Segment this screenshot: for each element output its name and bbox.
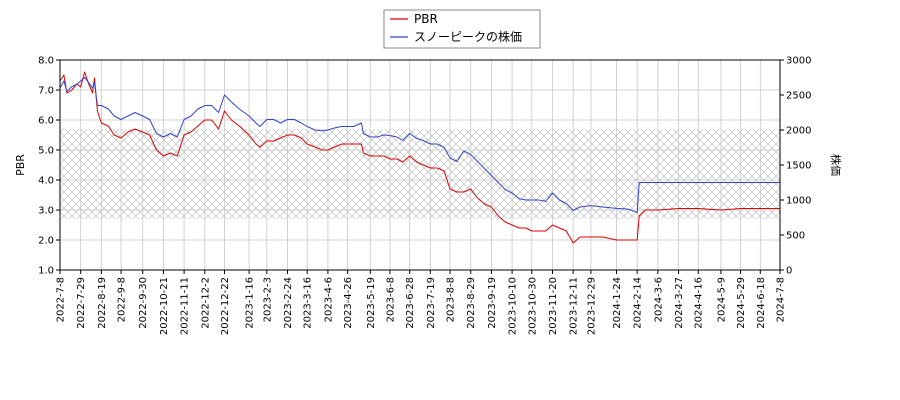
x-tick-label: 2023-7-19: [426, 277, 437, 329]
x-tick-label: 2023-4-26: [343, 277, 354, 329]
x-tick-label: 2023-4-6: [323, 277, 334, 322]
x-tick-label: 2024-7-8: [776, 277, 787, 322]
series-lines: [60, 71, 780, 244]
x-tick-label: 2023-12-11: [569, 277, 580, 335]
x-tick-label: 2024-5-9: [716, 277, 727, 322]
x-tick-label: 2024-2-14: [633, 277, 644, 329]
x-tick-label: 2024-5-29: [736, 277, 747, 329]
x-tick-label: 2022-8-19: [97, 277, 108, 329]
left-tick-label: 5.0: [38, 146, 54, 157]
left-axis: 1.0 2.0 3.0 4.0 5.0 6.0 7.0 8.0: [38, 56, 60, 277]
right-axis-label: 株価: [829, 154, 843, 176]
x-tick-label: 2023-5-19: [366, 277, 377, 329]
x-tick-label: 2024-4-16: [694, 277, 705, 329]
x-tick-label: 2023-8-29: [466, 277, 477, 329]
x-tick-label: 2022-9-30: [138, 277, 149, 329]
x-tick-label: 2024-3-27: [674, 277, 685, 329]
x-tick-label: 2022-7-8: [56, 277, 67, 322]
x-tick-label: 2023-10-30: [527, 277, 538, 335]
x-tick-label: 2023-6-8: [385, 277, 396, 322]
left-tick-label: 7.0: [38, 86, 54, 97]
left-tick-label: 8.0: [38, 56, 54, 67]
legend: PBR スノーピークの株価: [383, 9, 541, 49]
left-tick-label: 1.0: [38, 266, 54, 277]
x-tick-label: 2023-6-28: [405, 277, 416, 329]
x-tick-label: 2022-9-8: [117, 277, 128, 322]
left-tick-label: 2.0: [38, 236, 54, 247]
right-axis: 0 500 1000 1500 2000 2500 3000: [780, 56, 811, 277]
x-tick-label: 2023-10-10: [508, 277, 519, 335]
right-tick-label: 1500: [786, 161, 811, 172]
x-tick-label: 2022-7-29: [76, 277, 87, 329]
pbr-line: [60, 71, 780, 244]
x-tick-label: 2024-6-18: [756, 277, 767, 329]
x-tick-label: 2022-10-21: [159, 277, 170, 335]
left-tick-label: 6.0: [38, 116, 54, 127]
legend-stock-label: スノーピークの株価: [414, 29, 522, 44]
left-tick-label: 3.0: [38, 206, 54, 217]
x-tick-label: 2024-3-6: [653, 277, 664, 322]
right-tick-label: 1000: [786, 196, 811, 207]
x-tick-label: 2022-12-22: [220, 277, 231, 335]
left-axis-label: PBR: [14, 154, 27, 176]
x-axis: 2022-7-8 2022-7-29 2022-8-19 2022-9-8 2022-9…: [56, 270, 787, 335]
x-tick-label: 2023-2-24: [283, 277, 294, 329]
x-tick-label: 2023-9-19: [487, 277, 498, 329]
legend-box: [383, 9, 541, 49]
right-tick-label: 3000: [786, 56, 811, 67]
right-tick-label: 500: [786, 231, 805, 242]
x-tick-label: 2022-11-11: [180, 277, 191, 335]
right-tick-label: 0: [786, 266, 792, 277]
hatched-band: [60, 129, 780, 219]
x-tick-label: 2023-8-8: [446, 277, 457, 322]
x-tick-label: 2024-1-24: [612, 277, 623, 329]
x-tick-label: 2023-12-29: [586, 277, 597, 335]
left-tick-label: 4.0: [38, 176, 54, 187]
legend-pbr-label: PBR: [414, 12, 438, 26]
right-tick-label: 2500: [786, 91, 811, 102]
x-tick-label: 2023-1-16: [245, 277, 256, 329]
x-tick-label: 2022-12-2: [200, 277, 211, 329]
x-tick-label: 2023-11-20: [548, 277, 559, 335]
stock-price-line: [60, 77, 780, 214]
right-tick-label: 2000: [786, 126, 811, 137]
x-tick-label: 2023-3-16: [303, 277, 314, 329]
x-tick-label: 2023-2-3: [262, 277, 273, 322]
